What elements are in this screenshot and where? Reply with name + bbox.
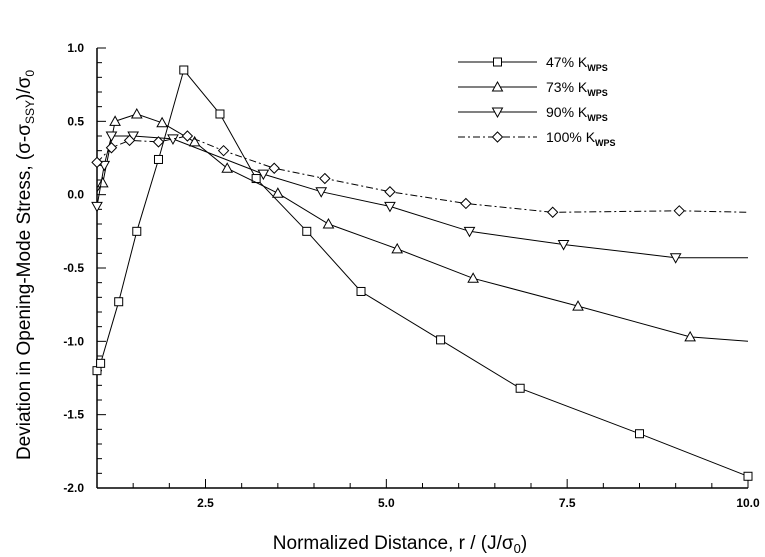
data-point — [557, 240, 570, 251]
series-line — [96, 113, 749, 342]
x-axis-title-end: ) — [521, 533, 527, 554]
data-point — [96, 176, 109, 188]
data-point — [109, 115, 121, 126]
legend-label-main: 100% K — [546, 129, 596, 145]
data-point — [215, 109, 225, 119]
data-point — [98, 160, 111, 172]
y-tick-label: 1.0 — [67, 41, 84, 55]
legend-label: 90% KWPS — [546, 104, 608, 123]
data-point — [96, 358, 106, 368]
legend-label-main: 90% K — [546, 104, 588, 120]
data-point — [188, 135, 201, 147]
y-tick-label: 0.0 — [67, 188, 84, 202]
series-2 — [96, 107, 749, 342]
legend-label-sub: WPS — [587, 88, 608, 98]
data-point — [257, 169, 270, 181]
series-4 — [91, 130, 749, 218]
series-1 — [92, 65, 753, 481]
data-point — [105, 131, 118, 143]
x-tick-label: 7.5 — [559, 496, 576, 510]
legend-label-sub: WPS — [587, 63, 608, 73]
data-point — [635, 429, 644, 439]
data-point — [217, 144, 230, 157]
data-point — [460, 197, 472, 210]
data-point — [322, 217, 335, 229]
legend-label: 47% KWPS — [546, 54, 608, 73]
legend-label-sub: WPS — [595, 138, 616, 148]
data-point — [130, 107, 143, 119]
data-point — [384, 201, 396, 213]
x-axis-title: Normalized Distance, r / (J/σ0) — [273, 533, 527, 556]
legend-label: 100% KWPS — [546, 129, 616, 148]
data-point — [302, 226, 312, 236]
series-3 — [91, 131, 748, 264]
axes: -2.0 -1.5 -1.0 -0.5 0.0 0.5 1.0 2.5 5.0 7.5 10.0 — [63, 41, 760, 510]
data-point — [153, 154, 163, 164]
data-point — [356, 286, 366, 296]
data-point — [463, 226, 476, 238]
data-point — [179, 65, 189, 75]
legend-label-main: 73% K — [546, 79, 588, 95]
data-point — [91, 201, 103, 213]
x-axis-title-sub: 0 — [514, 541, 521, 556]
y-tick-label: -0.5 — [63, 261, 84, 275]
data-point — [156, 116, 168, 128]
x-tick-label: 5.0 — [378, 496, 395, 510]
data-point — [684, 330, 696, 342]
data-point — [114, 297, 124, 307]
data-point — [181, 130, 194, 142]
y-tick-label: -1.5 — [63, 408, 84, 422]
legend-entry-3: 90% KWPS — [458, 104, 608, 123]
series-line — [96, 68, 749, 477]
series-layer — [91, 65, 753, 481]
legend-entry-4: 100% KWPS — [458, 129, 616, 148]
data-point — [391, 242, 404, 254]
data-point — [743, 471, 753, 481]
legend-marker — [491, 80, 504, 92]
data-point — [319, 172, 331, 185]
y-axis-title-main: Deviation in Opening-Mode Stress, (σ-σ — [14, 124, 35, 460]
data-point — [123, 134, 136, 147]
data-point — [384, 186, 396, 198]
data-point — [546, 206, 559, 218]
y-tick-label: -2.0 — [63, 481, 84, 495]
data-point — [315, 187, 328, 198]
x-tick-label: 2.5 — [197, 496, 214, 510]
legend-entry-1: 47% KWPS — [458, 54, 608, 73]
data-point — [436, 335, 446, 345]
y-axis-title-mid: )/σ — [14, 76, 35, 100]
legend-marker — [493, 57, 502, 67]
data-point — [467, 272, 479, 283]
data-point — [152, 136, 165, 148]
data-point — [271, 187, 284, 198]
legend-label: 73% KWPS — [546, 79, 608, 98]
data-point — [91, 156, 103, 169]
legend-label-sub: WPS — [587, 113, 608, 123]
y-axis-title-sub2: 0 — [23, 70, 37, 77]
data-point — [669, 253, 682, 264]
series-line — [96, 135, 748, 259]
data-point — [572, 300, 584, 311]
y-axis-title: Deviation in Opening-Mode Stress, (σ-σSS… — [14, 70, 37, 460]
data-point — [268, 162, 280, 174]
y-tick-label: 0.5 — [67, 114, 84, 128]
legend-marker — [491, 107, 504, 119]
data-point — [105, 142, 118, 154]
y-axis-title-sub1: SSY — [23, 100, 37, 124]
data-point — [132, 226, 142, 236]
y-tick-label: -1.0 — [63, 334, 84, 348]
legend-entry-2: 73% KWPS — [458, 79, 608, 98]
legend-marker — [491, 131, 504, 143]
data-point — [515, 383, 525, 393]
legend-label-main: 47% K — [546, 54, 588, 70]
data-point — [92, 366, 102, 376]
data-point — [221, 162, 234, 173]
data-point — [673, 205, 685, 217]
x-tick-label: 10.0 — [736, 496, 760, 510]
x-axis-title-main: Normalized Distance, r / (J/σ — [273, 533, 514, 554]
